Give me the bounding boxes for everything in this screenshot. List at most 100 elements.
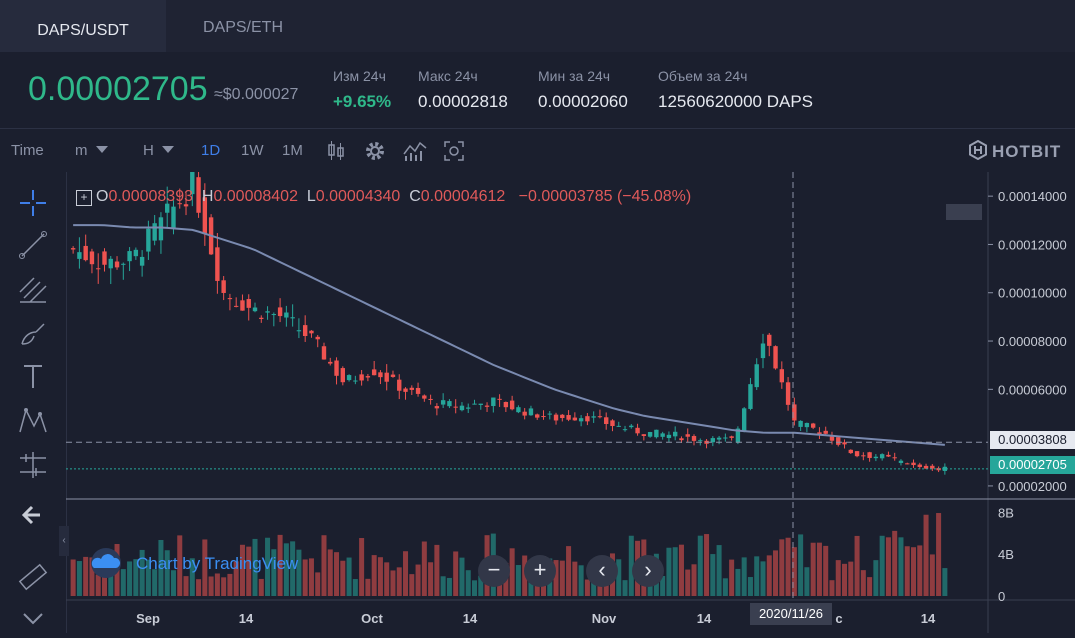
interval-1w-button[interactable]: 1W <box>241 142 264 159</box>
low-label: L <box>306 188 316 205</box>
ruler-icon[interactable] <box>16 560 50 594</box>
volume-bar <box>823 545 829 596</box>
stat-high: Макс 24ч 0.00002818 <box>418 68 508 112</box>
candle-body <box>252 307 258 312</box>
crosshair-icon[interactable] <box>16 186 50 220</box>
candle-body <box>672 431 678 437</box>
volume-bar <box>145 559 151 596</box>
interval-1d-button[interactable]: 1D <box>201 142 221 159</box>
candle-body <box>654 429 659 438</box>
volume-bar <box>860 570 866 596</box>
indicators-icon[interactable] <box>403 140 427 162</box>
hotbit-logo: HOTBIT <box>968 139 1061 162</box>
legend-toggle-icon[interactable]: + <box>76 190 92 206</box>
volume-bar <box>170 570 176 596</box>
collapse-toolbar-button[interactable]: ‹ <box>59 526 69 556</box>
candle-body <box>604 417 609 424</box>
volume-bar <box>873 560 879 596</box>
candle-body <box>309 330 314 334</box>
time-tick-label: Oct <box>361 611 383 626</box>
scroll-left-button[interactable]: ‹ <box>586 555 618 587</box>
candle-body <box>434 406 440 409</box>
arrow-left-icon[interactable] <box>16 498 50 532</box>
tab-daps-usdt[interactable]: DAPS/USDT <box>0 0 166 55</box>
volume-bar <box>509 548 515 596</box>
gear-icon[interactable] <box>364 140 386 162</box>
volume-bar <box>616 559 622 596</box>
measure-icon[interactable] <box>16 448 50 482</box>
candle-body <box>503 402 509 408</box>
volume-bar <box>421 541 427 596</box>
pattern-icon[interactable] <box>16 404 50 438</box>
brush-icon[interactable] <box>16 316 50 350</box>
candle-body <box>277 307 283 317</box>
trend-line-icon[interactable] <box>16 228 50 262</box>
time-tick-label: c <box>835 611 842 626</box>
candle-body <box>773 346 778 369</box>
candle-body <box>240 300 245 311</box>
volume-bar <box>867 577 873 596</box>
candle-body <box>553 414 559 421</box>
candle-body <box>89 251 95 265</box>
interval-1m-button[interactable]: 1M <box>282 142 303 159</box>
tradingview-watermark[interactable]: Chart by TradingView <box>136 554 299 573</box>
volume-bar <box>290 541 296 596</box>
screenshot-icon[interactable] <box>443 140 465 162</box>
price-tick-label: 0.00008000 <box>998 334 1067 349</box>
volume-bar <box>854 535 860 596</box>
candle-body <box>403 388 408 392</box>
candle-body <box>647 432 653 437</box>
hour-dropdown[interactable]: H <box>143 142 174 159</box>
text-tool-icon[interactable] <box>16 360 50 394</box>
chart-area[interactable]: 0.00014000 0.00012000 0.00010000 0.00008000… <box>66 152 1075 633</box>
pitchfork-icon[interactable] <box>16 272 50 306</box>
volume-bar <box>139 549 145 596</box>
minute-dropdown[interactable]: m <box>75 142 108 159</box>
volume-bar <box>754 556 760 596</box>
candle-body <box>453 406 458 408</box>
stat-volume: Объем за 24ч 12560620000 DAPS <box>658 68 813 112</box>
volume-bar <box>816 542 822 596</box>
volume-bar <box>208 576 214 596</box>
candle-body <box>472 403 477 405</box>
candle-body <box>572 417 578 421</box>
time-tick-label: 14 <box>463 611 478 626</box>
volume-bar <box>804 567 810 596</box>
moving-average-line <box>73 224 945 446</box>
volume-bar <box>239 544 245 596</box>
time-tick-label: 14 <box>239 611 254 626</box>
volume-bar <box>898 537 904 596</box>
volume-bar <box>672 547 678 596</box>
zoom-in-button[interactable]: + <box>524 555 556 587</box>
candle-body <box>535 414 540 418</box>
candle-body <box>365 376 371 378</box>
candle-body <box>754 364 759 388</box>
volume-bar <box>660 575 666 596</box>
candle-body <box>459 405 465 411</box>
candle-body <box>905 463 910 465</box>
volume-bar <box>283 543 289 596</box>
candle-body <box>792 404 797 421</box>
candle-body <box>96 268 101 270</box>
volume-bar <box>559 560 565 596</box>
candle-body <box>466 407 471 409</box>
candle-body <box>779 369 785 383</box>
zoom-out-button[interactable]: − <box>478 555 510 587</box>
volume-bar <box>183 576 189 596</box>
candle-body <box>578 418 584 422</box>
chevron-down-icon[interactable] <box>16 602 50 636</box>
candles-icon[interactable] <box>326 140 346 162</box>
candle-body <box>911 462 916 466</box>
candle-body <box>528 408 534 416</box>
tab-daps-eth[interactable]: DAPS/ETH <box>202 19 283 36</box>
drawing-toolbar <box>0 172 67 633</box>
candle-body <box>716 437 722 440</box>
volume-bar <box>246 546 252 596</box>
candle-body <box>509 400 515 410</box>
volume-bar <box>566 546 572 596</box>
scroll-right-button[interactable]: › <box>632 555 664 587</box>
volume-bar <box>929 554 935 596</box>
candle-body <box>114 261 120 268</box>
price-chart[interactable]: 0.00014000 0.00012000 0.00010000 0.00008000… <box>66 152 1075 633</box>
candle-body <box>942 466 948 471</box>
